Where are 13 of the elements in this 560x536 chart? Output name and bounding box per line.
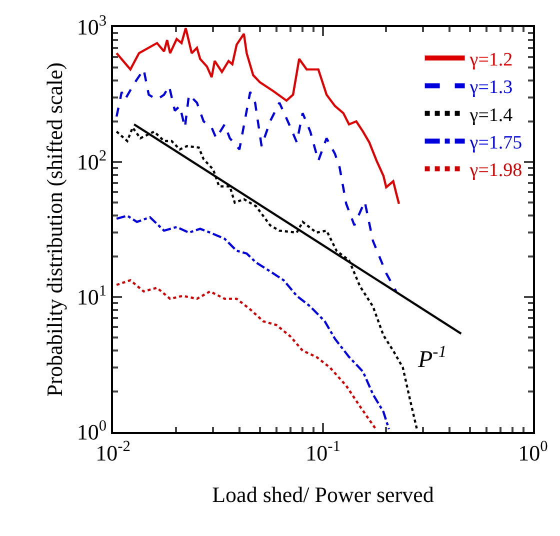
y-tick-label: 10$^{1}$ <box>76 282 107 310</box>
x-axis-title: Load shed/ Power served <box>212 482 434 507</box>
annotation: P$^{-1}$ <box>417 342 447 374</box>
legend-label: γ=1.4 <box>468 104 514 126</box>
y-tick-label: 10$^{2}$ <box>76 147 107 175</box>
y-axis-title: Probability distribution (shifted scale) <box>42 62 68 397</box>
legend-label: γ=1.3 <box>468 77 513 98</box>
legend-label: γ=1.98 <box>468 160 522 182</box>
x-tick-label: 10$^{-1}$ <box>306 438 340 466</box>
legend-label: γ=1.2 <box>468 49 513 70</box>
y-tick-label: 10$^{3}$ <box>76 12 107 40</box>
x-tick-label: 10$^{0}$ <box>518 438 548 466</box>
legend-label: γ=1.75 <box>468 132 522 154</box>
